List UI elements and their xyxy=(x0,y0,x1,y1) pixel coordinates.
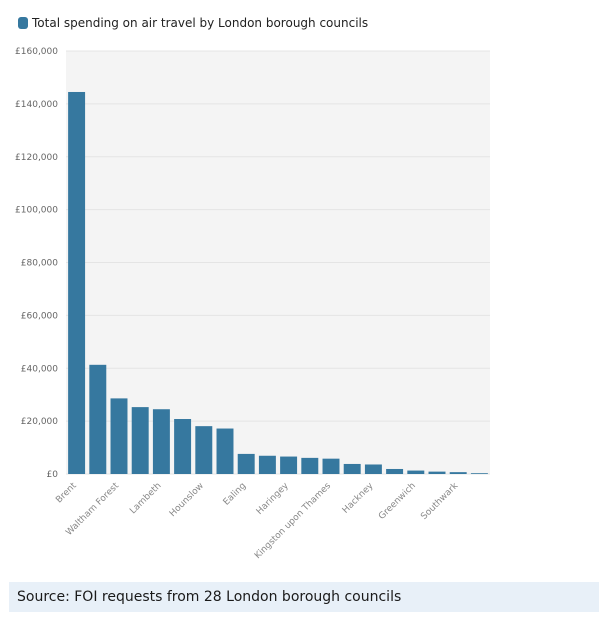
bar xyxy=(258,455,276,474)
x-tick-label: Brent xyxy=(54,481,79,506)
bar xyxy=(428,471,446,474)
bar xyxy=(131,407,149,474)
bar xyxy=(407,470,425,474)
x-tick-label: Greenwich xyxy=(377,481,418,522)
bar xyxy=(386,468,404,474)
bar xyxy=(470,473,488,474)
y-tick-label: £140,000 xyxy=(15,100,58,110)
bar xyxy=(152,409,170,474)
bar xyxy=(216,428,234,474)
x-tick-label: Haringey xyxy=(255,481,291,517)
x-tick-label: Ealing xyxy=(222,481,249,508)
bar-chart: £0 £20,000 £40,000 £60,000 £80,000 £100,000 £1… xyxy=(15,47,490,561)
y-tick-label: £40,000 xyxy=(21,364,58,374)
x-tick-label: Kingston upon Thames xyxy=(253,481,333,561)
x-tick-label: Hounslow xyxy=(168,481,206,519)
bar xyxy=(364,464,382,474)
y-tick-label: £80,000 xyxy=(21,259,58,269)
y-tick-label: £20,000 xyxy=(21,417,58,427)
x-tick-label: Hackney xyxy=(341,481,376,516)
bar xyxy=(449,472,467,474)
bar xyxy=(89,364,107,474)
bar xyxy=(195,426,213,474)
y-tick-label: £120,000 xyxy=(15,153,58,163)
x-tick-label: Southwark xyxy=(419,480,461,522)
chart-legend: Total spending on air travel by London b… xyxy=(18,16,368,30)
bar xyxy=(174,419,192,474)
legend-label: Total spending on air travel by London b… xyxy=(32,16,369,30)
y-tick-label: £60,000 xyxy=(21,311,58,321)
bar xyxy=(322,458,340,474)
legend-swatch xyxy=(18,17,28,29)
bar xyxy=(110,398,128,474)
y-tick-label: £100,000 xyxy=(15,206,58,216)
x-tick-label: Lambeth xyxy=(128,481,163,516)
source-text: Source: FOI requests from 28 London boro… xyxy=(17,589,402,605)
bar xyxy=(280,456,298,474)
y-tick-label: £160,000 xyxy=(15,47,58,57)
bar xyxy=(237,453,255,474)
bar xyxy=(68,91,86,475)
source-note: Source: FOI requests from 28 London boro… xyxy=(9,582,599,612)
bar xyxy=(301,457,319,474)
bar xyxy=(343,463,361,474)
y-tick-label: £0 xyxy=(47,470,59,480)
